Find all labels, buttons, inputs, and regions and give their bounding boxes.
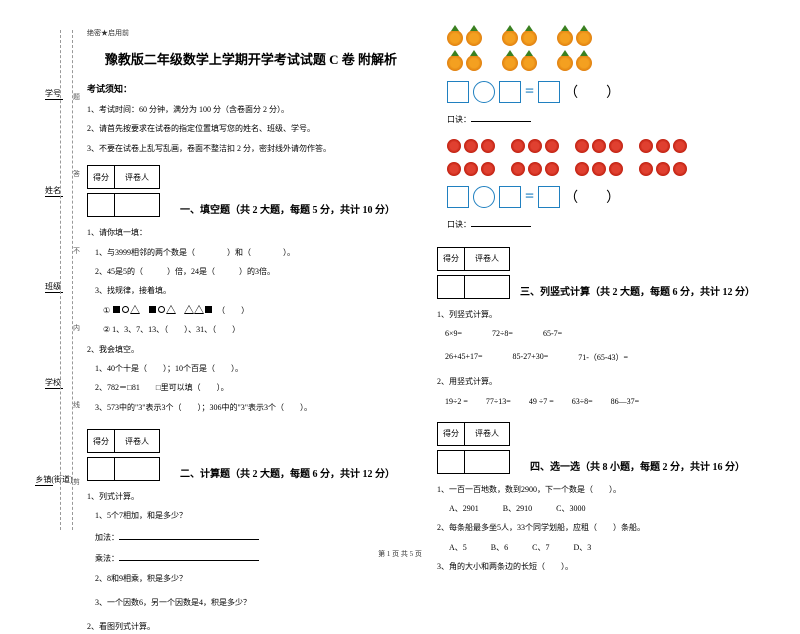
choice-q1-opts: A、2901 B、2910 C、3000 [437,503,765,515]
vert-q1-head: 1、列竖式计算。 [437,309,765,321]
calc-q1-2: 2、8和9相乘，积是多少？ [87,573,415,585]
vert-row-1: 6×9=72÷8=65-7= [437,329,765,338]
shape-pattern: ① （ ） [87,305,415,317]
left-column: 绝密★启用前 豫教版二年级数学上学期开学考试试题 C 卷 附解析 考试须知： 1… [87,28,415,550]
score-box-1: 得分 评卷人 [87,165,160,189]
seal-line-2 [72,30,73,530]
choice-q2: 2、每条船最多坐5人，33个同学划船，应租（ ）条船。 [437,522,765,534]
q1-3: 3、找规律，接着填。 [87,285,415,297]
q2-head: 2、我会填空。 [87,344,415,356]
q2-2: 2、782＝□81 □里可以填（ ）。 [87,382,415,394]
koujue-2: 口诀： [437,217,765,231]
page-footer: 第 1 页 共 5 页 [0,549,800,559]
q1-2: 2、45是5的（ ）倍，24是（ ）的3倍。 [87,266,415,278]
calc-q2-head: 2、看图列式计算。 [87,621,415,633]
apple-row-2 [447,162,765,176]
score-box-2: 得分 评卷人 [87,429,160,453]
right-column: =（ ） 口诀： =（ ） 口诀： 得分 评卷人 三、列竖式计算（共 2 大题 [437,28,765,550]
section-3-title: 三、列竖式计算（共 2 大题，每题 6 分，共计 12 分） [510,283,765,298]
pineapple-row-2 [447,55,765,71]
score-box-3: 得分 评卷人 [437,247,510,271]
notice-2: 2、请首先按要求在试卷的指定位置填写您的姓名、班级、学号。 [87,123,415,135]
calc-q1-head: 1、列式计算。 [87,491,415,503]
notice-1: 1、考试时间：60 分钟，满分为 100 分（含卷面分 2 分）。 [87,104,415,116]
seal-text-column: 题答不内线剪 [73,28,87,550]
equation-row-1: =（ ） [447,81,765,103]
pineapple-row-1 [447,30,765,46]
calc-q1-3: 3、一个因数6，另一个因数是4，积是多少？ [87,597,415,609]
apple-row-1 [447,139,765,153]
section-4-title: 四、选一选（共 8 小题，每题 2 分，共计 16 分） [510,458,765,473]
choice-q1: 1、一百一百地数，数到2900，下一个数是（ ）。 [437,484,765,496]
q1-3b: ② 1、3、7、13、（ ）、31、（ ） [87,324,415,336]
side-xiang: 乡镇(街道) [35,474,72,490]
equation-row-2: =（ ） [447,186,765,208]
section-1-title: 一、填空题（共 2 大题，每题 5 分，共计 10 分） [160,201,415,216]
q2-1: 1、40个十是（ ）；10个百是（ ）。 [87,363,415,375]
section-2-title: 二、计算题（共 2 大题，每题 6 分，共计 12 分） [160,465,415,480]
q1-1: 1、与3999相邻的两个数是（ ）和（ ）。 [87,247,415,259]
vert-row-3: 19÷2 =77÷13=49 ÷7 =63÷8=86—37= [437,397,765,406]
q2-3: 3、573中的"3"表示3个（ ）；306中的"3"表示3个（ ）。 [87,402,415,414]
calc-add: 加法： [87,530,415,544]
vert-q2-head: 2、用竖式计算。 [437,376,765,388]
choice-q3: 3、角的大小和两条边的长短（ ）。 [437,561,765,573]
vert-row-2: 26+45+17=85-27+30=71-（65-43）= [437,352,765,363]
seal-line-1 [60,30,61,530]
secret-label: 绝密★启用前 [87,28,415,38]
binding-side-labels: 学号 姓名 班级 学校 乡镇(街道) [35,28,73,550]
score-box-4: 得分 评卷人 [437,422,510,446]
calc-q1-1: 1、5个7相加，和是多少？ [87,510,415,522]
koujue-1: 口诀： [437,112,765,126]
notice-3: 3、不要在试卷上乱写乱画，卷面不整洁扣 2 分，密封线外请勿作答。 [87,143,415,155]
q1-head: 1、请你填一填： [87,227,415,239]
notice-heading: 考试须知： [87,82,415,95]
exam-title: 豫教版二年级数学上学期开学考试试题 C 卷 附解析 [87,49,415,68]
